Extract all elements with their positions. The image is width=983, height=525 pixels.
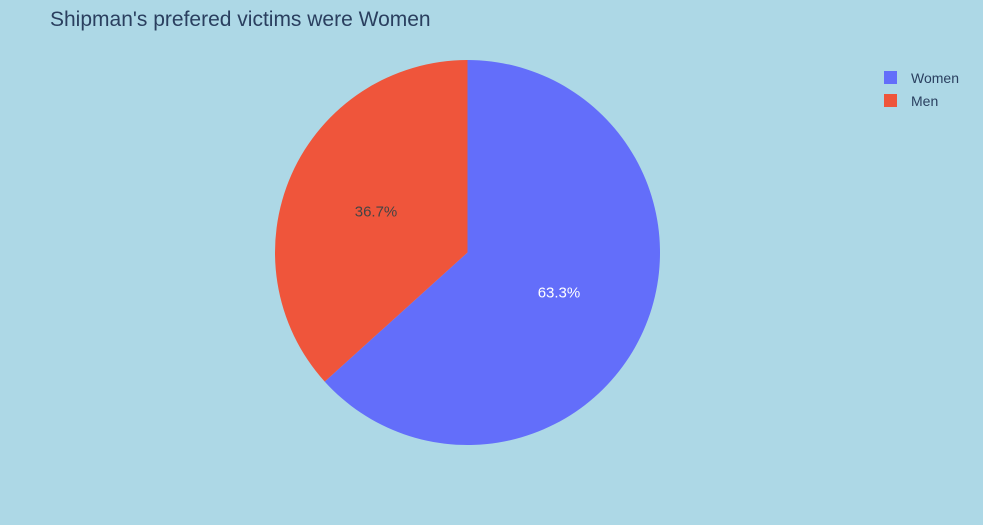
slice-label-men: 36.7% <box>355 203 398 220</box>
pie-slice-women[interactable] <box>324 60 660 445</box>
legend-swatch-women <box>884 71 897 84</box>
legend-swatch-men <box>884 94 897 107</box>
legend-item-men[interactable]: Men <box>884 89 959 112</box>
legend-label-men: Men <box>911 92 939 109</box>
legend-label-women: Women <box>911 69 959 86</box>
legend[interactable]: Women Men <box>884 66 959 112</box>
legend-item-women[interactable]: Women <box>884 66 959 89</box>
pie-slice-men[interactable] <box>275 60 468 382</box>
slice-label-women: 63.3% <box>538 285 581 302</box>
chart-title: Shipman's prefered victims were Women <box>50 8 431 31</box>
